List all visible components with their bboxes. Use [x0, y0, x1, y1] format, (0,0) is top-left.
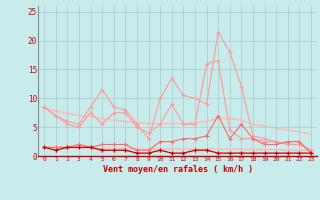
- X-axis label: Vent moyen/en rafales ( km/h ): Vent moyen/en rafales ( km/h ): [103, 165, 252, 174]
